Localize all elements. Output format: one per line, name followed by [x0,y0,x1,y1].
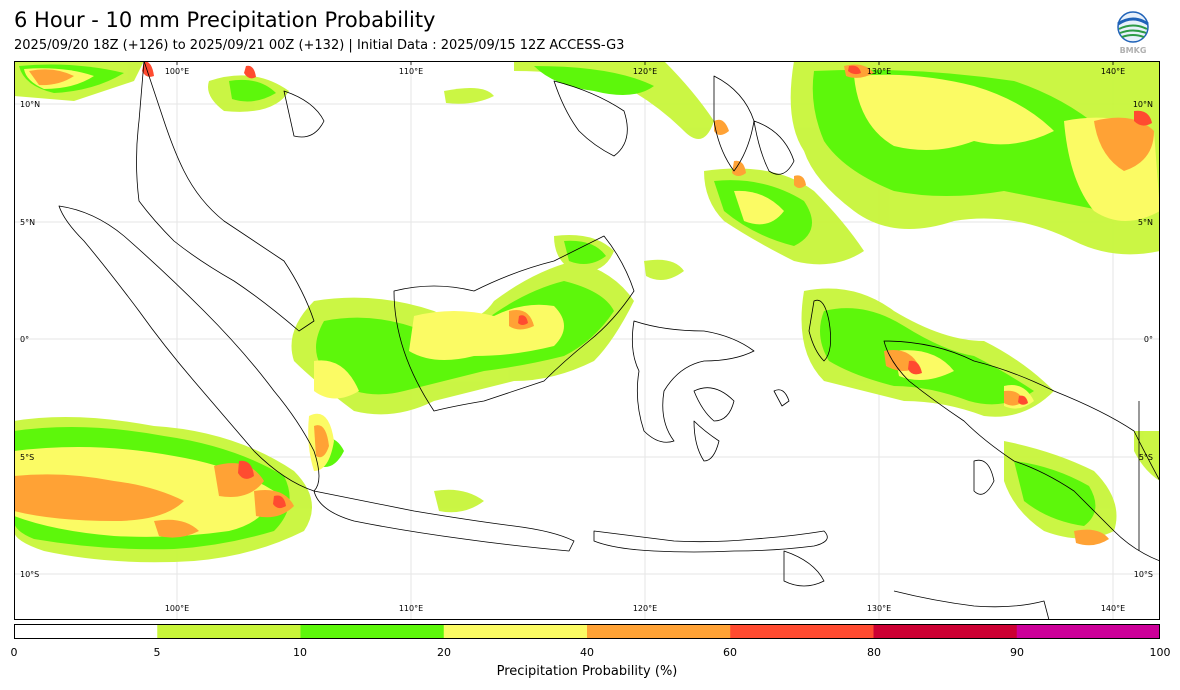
colorbar-segment [730,624,874,639]
lon-label: 100°E [165,604,189,613]
lon-label: 110°E [399,67,423,76]
colorbar-tick: 90 [1010,646,1024,659]
colorbar-label: Precipitation Probability (%) [496,664,678,679]
lon-label: 140°E [1101,67,1125,76]
lat-label: 5°S [1139,453,1153,462]
colorbar-tick: 5 [153,646,161,659]
precip-field-60-80 [142,61,1152,509]
lat-label: 10°S [20,570,39,579]
lon-label: 100°E [165,67,189,76]
colorbar-tick: 0 [10,646,18,659]
map-frame [14,61,1160,620]
precipitation-map: 100°E 110°E 120°E 130°E 140°E 100°E 110°… [14,61,1160,620]
colorbar-segment [157,624,301,639]
lon-label: 130°E [867,67,891,76]
lat-labels-right: 10°N 5°N 0° 5°S 10°S [1133,100,1153,579]
colorbar-tick: 60 [723,646,737,659]
map-title: 6 Hour - 10 mm Precipitation Probability [14,8,436,32]
coastlines [58,61,1160,620]
lat-label: 10°N [1133,100,1153,109]
lat-label: 0° [20,335,29,344]
map-subtitle: 2025/09/20 18Z (+126) to 2025/09/21 00Z … [14,38,625,53]
lat-labels-left: 10°N 5°N 0° 5°S 10°S [20,100,40,579]
lat-label: 0° [1144,335,1153,344]
lat-label: 5°S [20,453,34,462]
bmkg-logo: BMKG [1117,11,1149,55]
colorbar-tick: 40 [580,646,594,659]
colorbar-segment [14,624,158,639]
colorbar [14,624,1160,639]
lat-label: 10°S [1134,570,1153,579]
colorbar-segment [1016,624,1160,639]
lon-label: 110°E [399,604,423,613]
lat-label: 5°N [1138,218,1153,227]
lon-label: 120°E [633,604,657,613]
colorbar-tick: 100 [1149,646,1171,659]
colorbar-segment [443,624,588,639]
lon-label: 120°E [633,67,657,76]
lon-label: 140°E [1101,604,1125,613]
lon-labels-top: 100°E 110°E 120°E 130°E 140°E [165,67,1125,76]
lat-label: 5°N [20,218,35,227]
logo-text: BMKG [1120,46,1147,55]
colorbar-tick: 80 [867,646,881,659]
colorbar-segment [873,624,1018,639]
colorbar-segment [587,624,731,639]
lon-labels-bottom: 100°E 110°E 120°E 130°E 140°E [165,604,1125,613]
lon-label: 130°E [867,604,891,613]
colorbar-segment [300,624,445,639]
colorbar-tick: 20 [437,646,451,659]
colorbar-tick: 10 [293,646,307,659]
lat-label: 10°N [20,100,40,109]
